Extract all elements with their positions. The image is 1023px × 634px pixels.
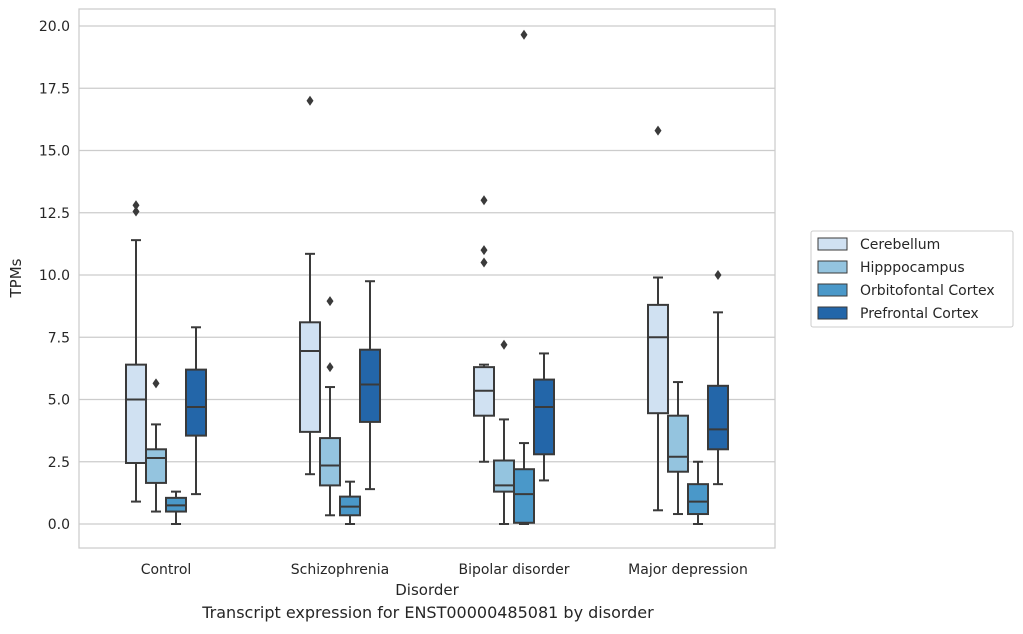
box (319, 437, 341, 487)
outlier-point (714, 270, 722, 280)
y-tick-labels: 0.0 2.5 5.0 7.5 10.0 12.5 15.0 17.5 20.0 (39, 19, 70, 533)
box (493, 459, 515, 493)
x-tick-label: Control (141, 562, 192, 578)
box-plot (667, 381, 689, 516)
outlier-point (500, 339, 508, 350)
outlier-point (132, 200, 140, 211)
x-tick-label: Schizophrenia (291, 562, 389, 578)
x-tick-label: Bipolar disorder (458, 562, 569, 578)
box-plot (165, 490, 187, 525)
y-tick-label: 20.0 (39, 19, 70, 35)
box (359, 348, 381, 423)
legend-label: Orbitofontal Cortex (860, 283, 995, 299)
box-plot (339, 480, 361, 525)
chart-caption: Transcript expression for ENST0000048508… (202, 603, 654, 622)
legend-frame (810, 230, 1014, 328)
legend-label: Prefrontal Cortex (860, 306, 979, 322)
x-axis-label: Disorder (395, 581, 459, 599)
box-plot (533, 352, 555, 482)
legend-swatch (817, 306, 848, 320)
outlier-point (152, 378, 160, 389)
box (299, 321, 321, 433)
x-tick-labels: Control Schizophrenia Bipolar disorder Majo… (141, 562, 748, 578)
box-plot (125, 200, 147, 503)
y-tick-label: 7.5 (48, 330, 70, 346)
box-plot (707, 270, 729, 486)
box (185, 368, 207, 437)
outlier-point (520, 29, 528, 40)
outlier-point (326, 296, 334, 307)
y-tick-label: 10.0 (39, 268, 70, 284)
box-plot (185, 326, 207, 496)
y-tick-label: 12.5 (39, 206, 70, 222)
outlier-point (480, 245, 488, 256)
box (125, 363, 147, 464)
box-plot (299, 95, 321, 476)
outlier-point (480, 195, 488, 206)
box-plot (687, 460, 709, 525)
box (667, 414, 689, 473)
box-plot (145, 378, 167, 513)
y-tick-label: 2.5 (48, 455, 70, 471)
y-axis-label: TPMs (7, 258, 25, 298)
outlier-point (326, 362, 334, 373)
box (647, 303, 669, 415)
box-plot (319, 296, 341, 517)
box-plots (125, 29, 729, 525)
y-tick-label: 5.0 (48, 393, 70, 409)
box (707, 384, 729, 451)
box (687, 483, 709, 516)
box-plot (359, 280, 381, 491)
outlier-point (306, 95, 314, 106)
box-plot (513, 29, 535, 525)
y-tick-label: 0.0 (48, 517, 70, 533)
box (145, 448, 167, 484)
x-tick-label: Major depression (628, 562, 748, 578)
box (533, 378, 555, 456)
y-tick-label: 17.5 (39, 81, 70, 97)
box (513, 468, 535, 524)
legend-swatch (817, 260, 848, 274)
box-plot (473, 195, 495, 463)
legend-swatch (817, 237, 848, 251)
legend-label: Hipppocampus (860, 260, 965, 276)
y-tick-label: 15.0 (39, 144, 70, 160)
outlier-point (480, 257, 488, 268)
outlier-point (654, 125, 662, 136)
legend-swatch (817, 283, 848, 297)
legend: Cerebellum Hipppocampus Orbitofontal Corte… (810, 230, 1014, 328)
outlier-point (132, 206, 140, 217)
box-plot (647, 125, 669, 512)
legend-label: Cerebellum (860, 237, 940, 253)
